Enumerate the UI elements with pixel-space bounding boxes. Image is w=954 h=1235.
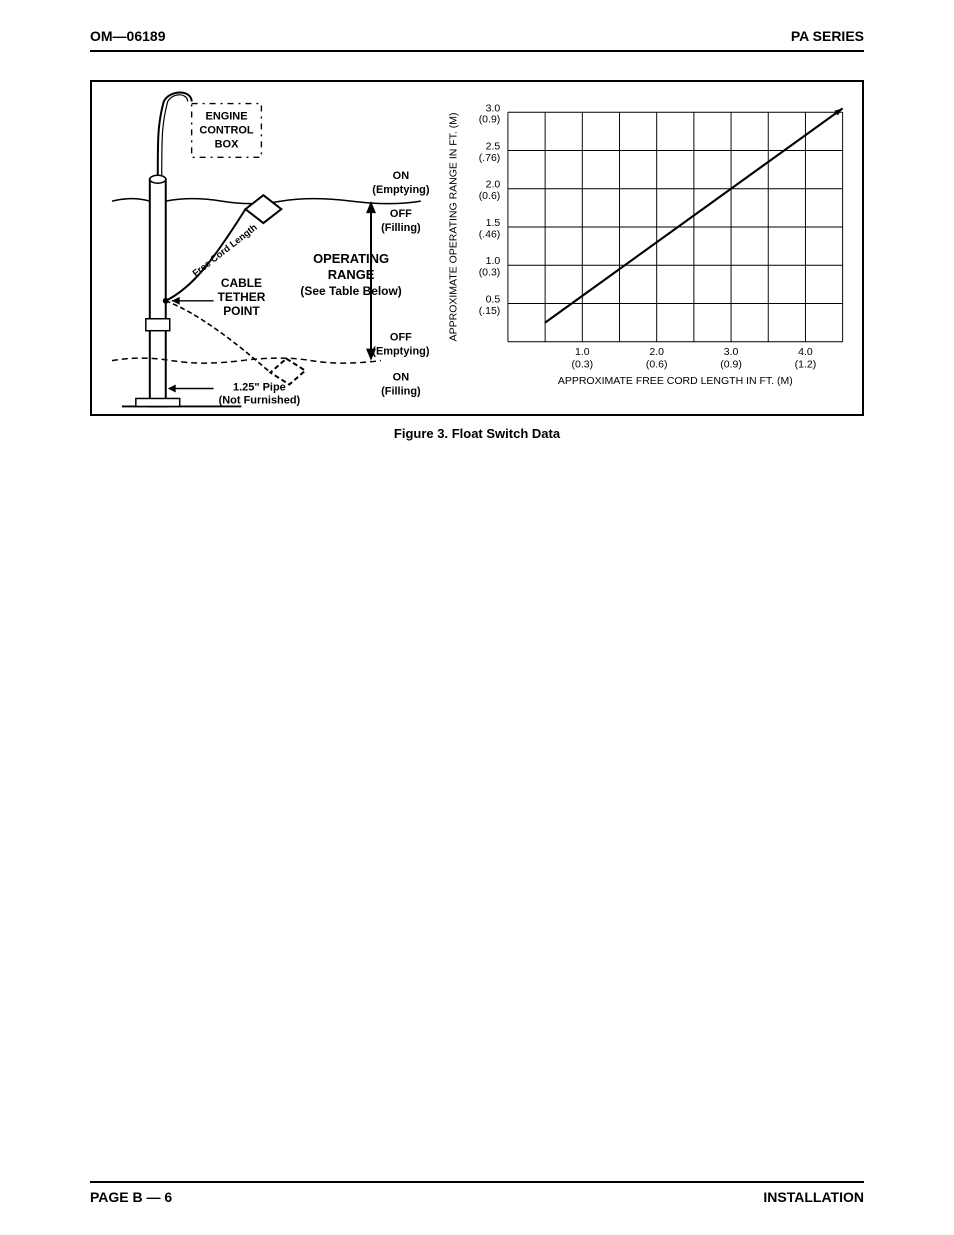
on-filling-2: (Filling) bbox=[381, 385, 421, 397]
engine-label-3: BOX bbox=[215, 138, 239, 150]
y-tick-ft: 1.5 bbox=[485, 217, 500, 229]
on-emptying-2: (Emptying) bbox=[372, 184, 430, 196]
pipe-l1: 1.25" Pipe bbox=[233, 381, 286, 393]
off-filling-2: (Filling) bbox=[381, 222, 421, 234]
cable-l2: TETHER bbox=[218, 290, 266, 304]
y-tick-ft: 2.0 bbox=[485, 179, 500, 191]
page-header: OM—06189 PA SERIES bbox=[90, 28, 864, 52]
off-emptying-2: (Emptying) bbox=[372, 346, 430, 358]
footer-right: INSTALLATION bbox=[763, 1189, 864, 1205]
off-filling-1: OFF bbox=[390, 208, 412, 220]
free-cord-label: Free Cord Length bbox=[191, 222, 260, 279]
page-footer: PAGE B — 6 INSTALLATION bbox=[90, 1181, 864, 1205]
footer-left: PAGE B — 6 bbox=[90, 1189, 172, 1205]
float-switch-diagram: ENGINE CONTROL BOX Free Cord Length bbox=[92, 82, 431, 414]
x-tick-m: (0.6) bbox=[646, 359, 668, 371]
y-tick-ft: 2.5 bbox=[485, 141, 500, 153]
figure-caption: Figure 3. Float Switch Data bbox=[90, 426, 864, 441]
cord-length-chart: 3.0(0.9)2.5(.76)2.0(0.6)1.5(.46)1.0(0.3)… bbox=[431, 82, 862, 414]
x-tick-m: (0.3) bbox=[571, 359, 593, 371]
y-tick-ft: 3.0 bbox=[485, 102, 500, 114]
y-tick-m: (0.9) bbox=[478, 114, 500, 126]
y-tick-m: (0.6) bbox=[478, 190, 500, 202]
y-tick-m: (.46) bbox=[478, 228, 500, 240]
header-left: OM—06189 bbox=[90, 28, 165, 44]
x-tick-m: (0.9) bbox=[720, 359, 742, 371]
x-tick-ft: 1.0 bbox=[575, 346, 590, 358]
x-axis-label: APPROXIMATE FREE CORD LENGTH IN FT. (M) bbox=[558, 375, 793, 387]
cable-l3: POINT bbox=[223, 304, 260, 318]
y-tick-m: (.76) bbox=[478, 152, 500, 164]
y-tick-m: (.15) bbox=[478, 305, 500, 317]
y-axis-label: APPROXIMATE OPERATING RANGE IN FT. (M) bbox=[447, 113, 459, 342]
x-tick-ft: 4.0 bbox=[798, 346, 813, 358]
header-right: PA SERIES bbox=[791, 28, 864, 44]
x-tick-m: (1.2) bbox=[794, 359, 816, 371]
operating-l1: OPERATING bbox=[313, 251, 389, 266]
on-filling-1: ON bbox=[393, 372, 410, 384]
x-tick-ft: 3.0 bbox=[724, 346, 739, 358]
engine-label-2: CONTROL bbox=[199, 124, 253, 136]
engine-label-1: ENGINE bbox=[206, 110, 248, 122]
x-tick-ft: 2.0 bbox=[649, 346, 664, 358]
operating-l2: RANGE bbox=[328, 267, 375, 282]
y-tick-ft: 1.0 bbox=[485, 255, 500, 267]
figure-container: ENGINE CONTROL BOX Free Cord Length bbox=[90, 80, 864, 416]
y-tick-ft: 0.5 bbox=[485, 294, 500, 306]
cable-l1: CABLE bbox=[221, 276, 262, 290]
operating-l3: (See Table Below) bbox=[300, 284, 401, 298]
pipe-l2: (Not Furnished) bbox=[219, 394, 301, 406]
off-emptying-1: OFF bbox=[390, 332, 412, 344]
y-tick-m: (0.3) bbox=[478, 267, 500, 279]
on-emptying-1: ON bbox=[393, 170, 410, 182]
